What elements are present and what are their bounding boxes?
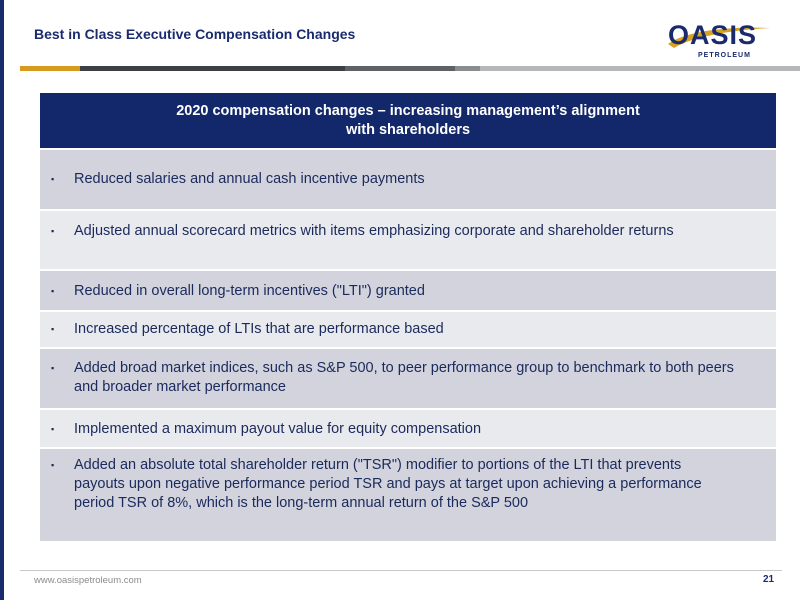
- table-header: 2020 compensation changes – increasing m…: [40, 93, 776, 148]
- table-row: ▪ Added broad market indices, such as S&…: [40, 347, 776, 408]
- stripe-segment-2: [80, 66, 345, 71]
- logo-sub-text: PETROLEUM: [698, 52, 751, 59]
- page-number: 21: [763, 574, 775, 585]
- table-row: ▪ Added an absolute total shareholder re…: [40, 447, 776, 541]
- table-row: ▪ Adjusted annual scorecard metrics with…: [40, 209, 776, 269]
- table-row: ▪ Increased percentage of LTIs that are …: [40, 310, 776, 347]
- row-text: Added an absolute total shareholder retu…: [74, 457, 702, 511]
- table-row: ▪ Reduced salaries and annual cash incen…: [40, 148, 776, 209]
- bullet-icon: ▪: [51, 324, 55, 334]
- bullet-icon: ▪: [51, 424, 55, 434]
- bullet-icon: ▪: [51, 174, 55, 184]
- footer-divider: [20, 570, 782, 571]
- stripe-segment-5: [480, 66, 800, 71]
- footer-url: www.oasispetroleum.com: [34, 575, 142, 586]
- row-text: Added broad market indices, such as S&P …: [74, 360, 734, 395]
- row-text: Increased percentage of LTIs that are pe…: [74, 321, 444, 337]
- row-text: Adjusted annual scorecard metrics with i…: [74, 223, 674, 239]
- table-row: ▪ Implemented a maximum payout value for…: [40, 408, 776, 447]
- compensation-changes-table: 2020 compensation changes – increasing m…: [40, 93, 776, 541]
- page-title: Best in Class Executive Compensation Cha…: [34, 26, 356, 42]
- table-header-line-2: with shareholders: [345, 121, 471, 138]
- table-header-line-1: 2020 compensation changes – increasing m…: [176, 102, 640, 119]
- row-text: Implemented a maximum payout value for e…: [74, 421, 482, 437]
- header-color-stripe: [20, 66, 800, 71]
- stripe-segment-3: [345, 66, 455, 71]
- oasis-petroleum-logo: OASIS PETROLEUM: [668, 20, 770, 59]
- table-row: ▪ Reduced in overall long-term incentive…: [40, 269, 776, 310]
- stripe-segment-4: [455, 66, 480, 71]
- row-text: Reduced salaries and annual cash incenti…: [74, 171, 425, 187]
- logo-main-text: OASIS: [668, 20, 757, 50]
- bullet-icon: ▪: [51, 286, 55, 296]
- row-text: Reduced in overall long-term incentives …: [74, 283, 425, 299]
- bullet-icon: ▪: [51, 226, 55, 236]
- left-accent-bar: [0, 0, 4, 600]
- bullet-icon: ▪: [51, 363, 55, 373]
- bullet-icon: ▪: [51, 460, 55, 470]
- stripe-segment-1: [20, 66, 80, 71]
